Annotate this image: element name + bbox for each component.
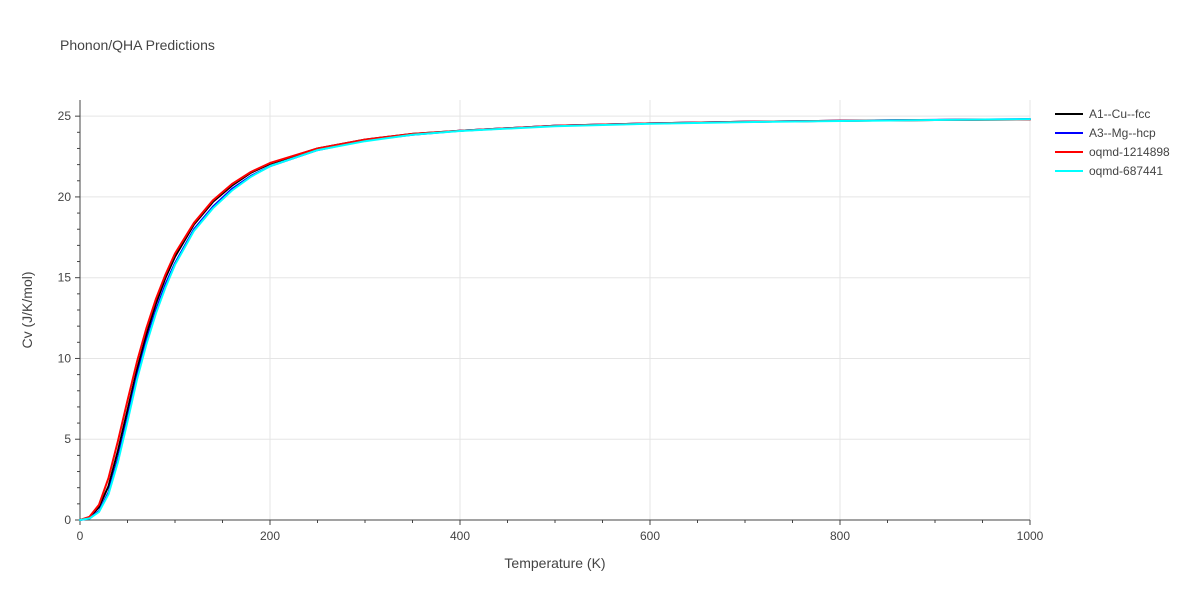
y-tick-label: 5 <box>64 432 71 446</box>
y-tick-label: 0 <box>64 513 71 527</box>
y-tick-label: 25 <box>58 109 72 123</box>
legend-label: A3--Mg--hcp <box>1089 126 1156 140</box>
series-line-0 <box>79 118 1031 521</box>
legend-label: oqmd-687441 <box>1089 164 1163 178</box>
x-tick-label: 400 <box>450 529 470 543</box>
x-tick-label: 1000 <box>1017 529 1044 543</box>
series-line-3 <box>79 118 1031 521</box>
y-axis-title: Cv (J/K/mol) <box>19 272 35 349</box>
legend-item[interactable]: oqmd-1214898 <box>1055 145 1170 159</box>
series-line-1 <box>79 118 1031 521</box>
series-group <box>79 118 1031 521</box>
x-tick-label: 600 <box>640 529 660 543</box>
legend[interactable]: A1--Cu--fcc A3--Mg--hcp oqmd-1214898 oqmd-6… <box>1055 107 1170 178</box>
legend-item[interactable]: A3--Mg--hcp <box>1055 126 1156 140</box>
legend-label: oqmd-1214898 <box>1089 145 1170 159</box>
series-line-2 <box>79 118 1031 521</box>
x-tick-label: 0 <box>77 529 84 543</box>
axes: 0 200 400 600 800 1000 0 5 10 15 20 25 <box>58 100 1044 543</box>
y-tick-label: 15 <box>58 271 72 285</box>
legend-item[interactable]: oqmd-687441 <box>1055 164 1163 178</box>
grid <box>80 100 1031 520</box>
x-tick-label: 200 <box>260 529 280 543</box>
legend-label: A1--Cu--fcc <box>1089 107 1150 121</box>
chart-title: Phonon/QHA Predictions <box>60 37 215 53</box>
x-axis-title: Temperature (K) <box>504 555 605 571</box>
y-tick-label: 10 <box>58 351 72 365</box>
legend-item[interactable]: A1--Cu--fcc <box>1055 107 1150 121</box>
x-tick-label: 800 <box>830 529 850 543</box>
y-tick-label: 20 <box>58 190 72 204</box>
